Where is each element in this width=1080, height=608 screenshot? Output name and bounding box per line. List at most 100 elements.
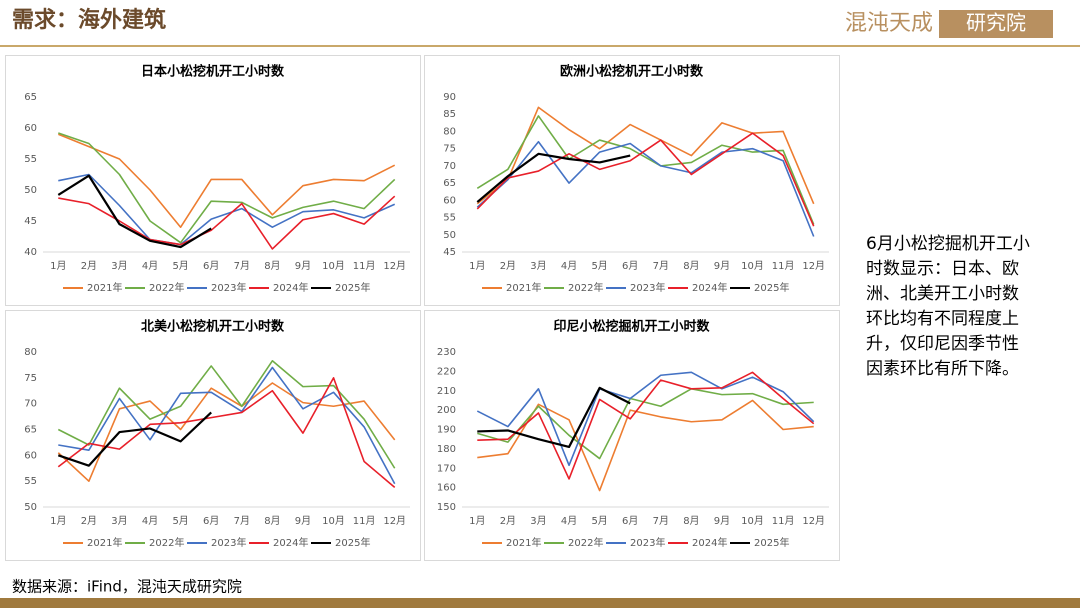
series-line: [57, 174, 212, 249]
y-tick-label: 85: [443, 109, 456, 120]
series-line: [57, 411, 212, 467]
legend-label: 2024年: [273, 281, 308, 294]
legend-label: 2021年: [87, 281, 122, 294]
chart-title: 日本小松挖机开工小时数: [141, 64, 285, 80]
y-tick-label: 190: [437, 425, 456, 436]
x-tick-label: 1月: [469, 515, 485, 527]
x-tick-label: 5月: [172, 260, 188, 272]
x-tick-label: 5月: [172, 515, 188, 527]
series-line: [58, 173, 396, 246]
chart-title: 欧洲小松挖机开工小时数: [560, 64, 704, 80]
panel-border: [5, 310, 421, 561]
series-line: [476, 371, 815, 467]
legend-label: 2024年: [273, 536, 308, 549]
legend-label: 2025年: [754, 281, 789, 294]
legend-label: 2022年: [568, 536, 603, 549]
x-tick-label: 7月: [653, 260, 669, 272]
series-line: [58, 195, 396, 250]
legend-label: 2024年: [692, 536, 727, 549]
x-tick-label: 9月: [714, 260, 730, 272]
series-line: [57, 377, 396, 488]
legend-label: 2022年: [149, 281, 184, 294]
x-tick-label: 11月: [772, 515, 795, 527]
x-tick-label: 9月: [295, 260, 311, 272]
y-tick-label: 220: [437, 366, 456, 377]
chart-panel: 印尼小松挖掘机开工小时数 150 160 170 180 190 200 210 220 230 1…: [424, 310, 840, 561]
y-tick-label: 60: [24, 450, 37, 461]
x-tick-label: 6月: [622, 515, 638, 527]
x-tick-label: 10月: [741, 515, 764, 527]
series-line: [476, 115, 815, 225]
chart-title: 印尼小松挖掘机开工小时数: [553, 319, 710, 335]
series-line: [57, 133, 396, 228]
y-tick-label: 45: [24, 216, 37, 227]
note-line: 洲、北美开工小时数: [866, 284, 1019, 304]
x-tick-label: 5月: [591, 260, 607, 272]
legend-label: 2025年: [335, 536, 370, 549]
legend-label: 2023年: [630, 536, 665, 549]
x-tick-label: 8月: [683, 260, 699, 272]
x-tick-label: 2月: [81, 515, 97, 527]
y-tick-label: 80: [24, 347, 37, 358]
x-tick-label: 12月: [802, 260, 825, 272]
x-tick-label: 2月: [500, 515, 516, 527]
y-tick-label: 65: [443, 178, 456, 189]
y-tick-label: 170: [437, 463, 456, 474]
x-tick-label: 3月: [111, 260, 127, 272]
chart-title: 北美小松挖机开工小时数: [141, 319, 285, 335]
x-tick-label: 12月: [802, 515, 825, 527]
y-tick-label: 55: [24, 154, 37, 165]
x-tick-label: 11月: [772, 260, 795, 272]
legend-label: 2025年: [335, 281, 370, 294]
x-tick-label: 8月: [264, 260, 280, 272]
y-tick-label: 180: [437, 444, 456, 455]
y-tick-label: 65: [24, 92, 37, 103]
legend-label: 2021年: [506, 281, 541, 294]
x-tick-label: 3月: [530, 260, 546, 272]
y-tick-label: 50: [24, 502, 37, 513]
x-tick-label: 2月: [500, 260, 516, 272]
x-tick-label: 8月: [264, 515, 280, 527]
series-line: [476, 106, 815, 205]
legend-label: 2021年: [87, 536, 122, 549]
brand-name: 混沌天成: [845, 11, 933, 36]
note-line: 6月小松挖掘机开工小: [866, 234, 1030, 254]
chart-panel: 欧洲小松挖机开工小时数 45 50 55 60 65 70 75 80 85 90 1月 2月 3月 4月 5…: [424, 55, 840, 306]
legend-label: 2024年: [692, 281, 727, 294]
y-tick-label: 50: [24, 185, 37, 196]
x-tick-label: 4月: [142, 260, 158, 272]
y-tick-label: 80: [443, 126, 456, 137]
x-tick-label: 6月: [203, 260, 219, 272]
series-line: [58, 132, 396, 244]
y-tick-label: 40: [24, 247, 37, 258]
x-tick-label: 12月: [383, 260, 406, 272]
x-tick-label: 10月: [322, 260, 345, 272]
panel-border: [424, 55, 840, 306]
y-tick-label: 150: [437, 502, 456, 513]
x-tick-label: 6月: [203, 515, 219, 527]
x-tick-label: 4月: [561, 260, 577, 272]
panel-border: [424, 310, 840, 561]
chart-panel: 北美小松挖机开工小时数 50 55 60 65 70 75 80 1月 2月 3月 4月 5月 6月 7月 8…: [5, 310, 421, 561]
series-line: [477, 388, 814, 460]
series-line: [477, 386, 631, 449]
series-line: [58, 366, 396, 485]
x-tick-label: 2月: [81, 260, 97, 272]
footer-bar: [0, 598, 1080, 608]
x-tick-label: 7月: [234, 515, 250, 527]
y-tick-label: 90: [443, 92, 456, 103]
y-tick-label: 230: [437, 347, 456, 358]
y-tick-label: 55: [24, 476, 37, 487]
x-tick-label: 6月: [622, 260, 638, 272]
series-line: [476, 132, 815, 227]
x-tick-label: 9月: [295, 515, 311, 527]
legend-label: 2022年: [149, 536, 184, 549]
x-tick-label: 5月: [591, 515, 607, 527]
y-tick-label: 60: [443, 195, 456, 206]
x-tick-label: 9月: [714, 515, 730, 527]
brand-box: [939, 10, 1053, 38]
y-tick-label: 75: [443, 144, 456, 155]
y-tick-label: 210: [437, 386, 456, 397]
series-line: [57, 382, 396, 482]
